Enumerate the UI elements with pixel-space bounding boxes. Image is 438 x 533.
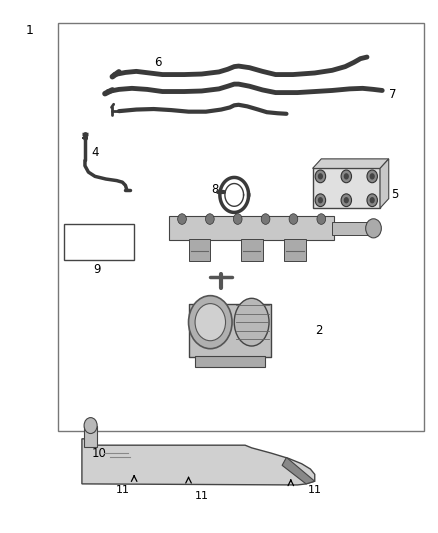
Text: фбс: фбс: [70, 243, 79, 247]
Circle shape: [341, 194, 352, 207]
Bar: [284, 239, 306, 262]
Bar: [332, 222, 371, 235]
Circle shape: [84, 418, 97, 433]
Circle shape: [367, 170, 378, 183]
Text: 3: 3: [65, 225, 73, 239]
Circle shape: [289, 214, 298, 224]
Bar: [313, 168, 380, 208]
Circle shape: [318, 173, 323, 180]
Ellipse shape: [234, 298, 269, 346]
Text: 7: 7: [389, 87, 397, 101]
Circle shape: [195, 304, 226, 341]
Bar: [195, 356, 265, 367]
Circle shape: [370, 197, 375, 204]
Polygon shape: [282, 457, 315, 484]
Bar: [188, 239, 210, 262]
Text: 11: 11: [308, 485, 322, 495]
Circle shape: [317, 214, 325, 224]
Bar: [169, 216, 334, 240]
Polygon shape: [313, 159, 389, 168]
Circle shape: [344, 173, 349, 180]
Circle shape: [341, 170, 352, 183]
Text: ёrpr  фрс: ёrpr фрс: [70, 231, 98, 236]
Circle shape: [315, 170, 325, 183]
Text: 11: 11: [116, 485, 130, 495]
Text: 1: 1: [26, 24, 34, 37]
Bar: [241, 239, 262, 262]
Bar: [188, 304, 271, 357]
Text: 4: 4: [91, 146, 99, 159]
Bar: [84, 425, 97, 447]
Circle shape: [188, 296, 232, 349]
Bar: [58, 22, 424, 431]
Text: 9: 9: [93, 263, 101, 276]
Circle shape: [370, 173, 375, 180]
Circle shape: [315, 194, 325, 207]
Text: 10: 10: [92, 447, 107, 459]
Text: 5: 5: [392, 189, 399, 201]
Polygon shape: [82, 439, 315, 485]
Polygon shape: [380, 159, 389, 208]
Circle shape: [366, 219, 381, 238]
Bar: [64, 224, 134, 260]
Text: 2: 2: [315, 324, 323, 337]
Text: 6: 6: [154, 56, 162, 69]
Circle shape: [344, 197, 349, 204]
Circle shape: [178, 214, 186, 224]
Text: 11: 11: [194, 490, 208, 500]
Circle shape: [205, 214, 214, 224]
Circle shape: [367, 194, 378, 207]
Circle shape: [318, 197, 323, 204]
Circle shape: [261, 214, 270, 224]
Text: 8: 8: [211, 183, 218, 196]
Circle shape: [233, 214, 242, 224]
